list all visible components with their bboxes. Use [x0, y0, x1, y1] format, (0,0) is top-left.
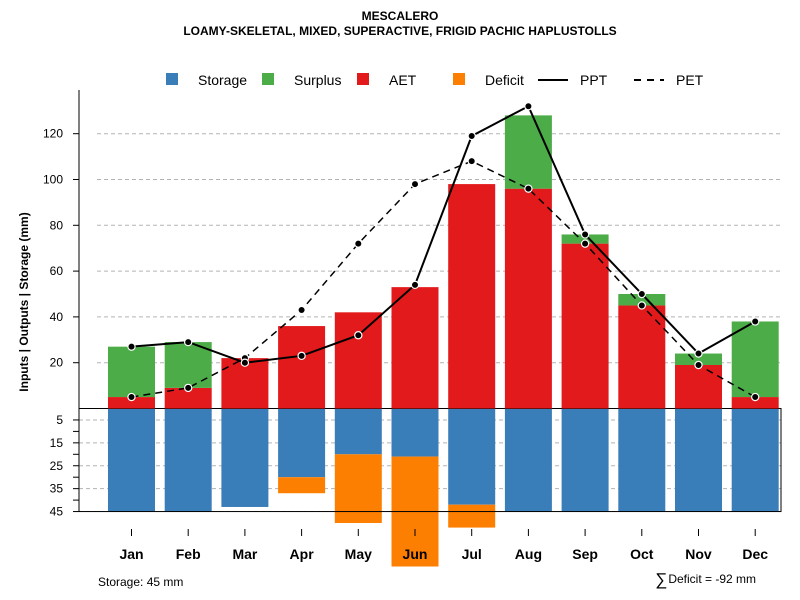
pet-point [524, 184, 533, 193]
x-tick-label: Jun [403, 546, 428, 562]
surplus-bar [675, 353, 722, 365]
pet-point [354, 239, 363, 248]
x-tick-label: Mar [232, 546, 257, 562]
ppt-line [131, 104, 756, 364]
storage-bar [391, 408, 439, 457]
aet-bar [391, 287, 439, 409]
aet-bar [108, 397, 155, 409]
x-tick-label: Oct [630, 546, 654, 562]
pet-point [127, 392, 136, 402]
deficit-note: ∑Deficit = -92 mm [655, 570, 756, 590]
y-tick-label-lower: 25 [50, 459, 64, 473]
y-tick-label-upper: 100 [43, 173, 63, 187]
pet-point [580, 239, 590, 248]
x-tick-label: Dec [742, 546, 768, 562]
pet-line [131, 160, 756, 398]
pet-point [410, 179, 420, 189]
legend-label-ppt: PPT [580, 72, 608, 88]
y-tick-label-lower: 15 [50, 436, 64, 450]
aet-bar [731, 397, 779, 409]
ppt-point [297, 351, 306, 361]
ppt-point [467, 131, 476, 141]
sigma-symbol: ∑ [655, 570, 668, 589]
y-tick-label-upper: 20 [50, 356, 64, 370]
chart-subtitle: LOAMY-SKELETAL, MIXED, SUPERACTIVE, FRIG… [183, 24, 617, 38]
ppt-point [637, 289, 647, 299]
aet-bar [561, 243, 609, 409]
pet-point [751, 392, 760, 402]
storage-bar [278, 408, 326, 478]
x-tick-label: Apr [290, 546, 315, 562]
y-tick-label-upper: 40 [50, 310, 64, 324]
aet-bar [448, 184, 496, 409]
aet-bar [675, 364, 722, 409]
aet-bar [334, 312, 382, 409]
storage-bar [221, 408, 269, 507]
x-tick-label: Feb [176, 546, 201, 562]
x-tick-label: Nov [685, 546, 712, 562]
storage-bar [164, 408, 212, 512]
aet-bar [618, 305, 666, 409]
pet-point [694, 360, 703, 370]
aet-bar [278, 326, 326, 409]
ppt-point [524, 102, 533, 111]
legend-label-aet: AET [389, 72, 417, 88]
ppt-point [240, 358, 250, 367]
ppt-point [127, 342, 136, 351]
legend-swatch-surplus [262, 73, 274, 85]
legend-swatch-deficit [453, 73, 465, 85]
y-tick-label-upper: 80 [50, 218, 64, 232]
ppt-point [183, 337, 193, 347]
surplus-bar [618, 294, 666, 306]
x-tick-label: Aug [515, 546, 542, 562]
pet-point [467, 156, 476, 166]
surplus-bar [561, 234, 609, 244]
storage-bar [448, 408, 496, 505]
surplus-bar [731, 321, 779, 398]
y-tick-label-lower: 5 [56, 413, 63, 427]
ppt-point [410, 280, 420, 290]
x-tick-label: Jul [462, 546, 482, 562]
x-tick-label: Sep [572, 546, 598, 562]
y-tick-label-lower: 35 [50, 482, 64, 496]
storage-bar [618, 408, 666, 512]
legend-label-pet: PET [676, 72, 704, 88]
legend-label-storage: Storage [198, 72, 247, 88]
aet-bar [164, 387, 212, 409]
legend-label-deficit: Deficit [485, 72, 524, 88]
storage-bar [561, 408, 609, 512]
pet-point [637, 301, 647, 310]
deficit-bar [448, 504, 496, 528]
storage-bar [731, 408, 779, 512]
chart-title: MESCALERO [361, 9, 439, 23]
ppt-point [751, 317, 760, 326]
x-tick-label: May [345, 546, 372, 562]
surplus-bar [108, 346, 155, 398]
y-tick-label-upper: 120 [43, 127, 63, 141]
storage-note: Storage: 45 mm [98, 575, 184, 589]
legend-label-surplus: Surplus [294, 72, 341, 88]
deficit-bar [334, 454, 382, 523]
pet-point [183, 383, 193, 393]
ppt-point [354, 331, 363, 340]
storage-bar [334, 408, 382, 455]
deficit-note-text: Deficit = -92 mm [668, 572, 756, 586]
storage-bar [108, 408, 155, 512]
y-tick-label-upper: 60 [50, 264, 64, 278]
legend-swatch-aet [357, 73, 369, 85]
y-tick-label-lower: 45 [50, 505, 64, 519]
storage-bar [675, 408, 722, 512]
ppt-point [580, 230, 590, 239]
y-axis-title: Inputs | Outputs | Storage (mm) [17, 212, 31, 391]
surplus-bar [504, 115, 552, 189]
deficit-bar [278, 477, 326, 494]
x-tick-label: Jan [119, 546, 143, 562]
storage-bar [504, 408, 552, 512]
pet-point [297, 305, 306, 315]
aet-bar [504, 188, 552, 409]
ppt-point [694, 349, 703, 358]
legend-swatch-storage [166, 73, 178, 85]
